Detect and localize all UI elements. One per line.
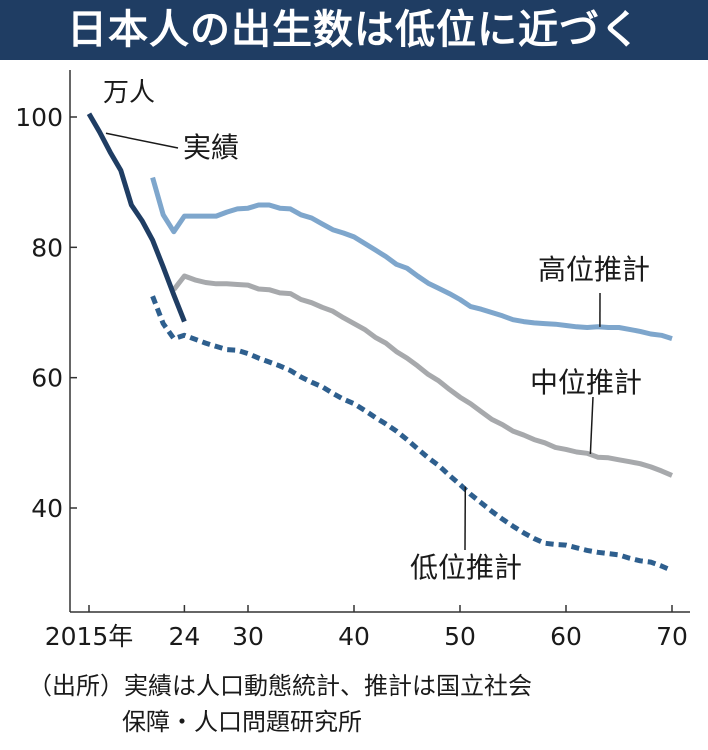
leader-line-中位推計	[589, 396, 594, 454]
series-line-実績	[86, 112, 187, 323]
series-label-低位推計: 低位推計	[410, 551, 522, 584]
y-tick-label-40: 40	[31, 494, 63, 523]
series-label-中位推計: 中位推計	[530, 366, 642, 399]
series-label-実績: 実績	[183, 131, 239, 164]
y-tick-label-60: 60	[31, 364, 63, 393]
x-tick-label-2040: 40	[338, 622, 370, 651]
title-bar	[0, 0, 708, 60]
x-tick-label-2050: 50	[444, 622, 476, 651]
x-tick-label-2024: 24	[168, 622, 200, 651]
x-tick-label-2060: 60	[550, 622, 582, 651]
series-line-低位推計	[150, 295, 673, 573]
source-line-1: （出所）実績は人口動態統計、推計は国立社会	[28, 672, 532, 700]
axes: 40 60 80 100 万人 2015年 24 30 40 50 60 70	[15, 70, 690, 651]
chart-title: 日本人の出生数は低位に近づく	[67, 7, 641, 53]
y-tick-label-80: 80	[31, 233, 63, 262]
x-tick-label-2015: 2015年	[45, 622, 134, 651]
leader-line-実績	[105, 132, 179, 149]
y-tick-label-100: 100	[15, 103, 63, 132]
source-note: （出所）実績は人口動態統計、推計は国立社会 保障・人口問題研究所	[28, 668, 532, 740]
x-tick-label-2030: 30	[232, 622, 264, 651]
series-lines	[86, 112, 673, 573]
series-line-高位推計	[150, 176, 673, 341]
chart-area: 40 60 80 100 万人 2015年 24 30 40 50 60 70 実績高位推計中位推計低…	[15, 70, 690, 651]
x-tick-label-2070: 70	[656, 622, 688, 651]
series-line-中位推計	[171, 273, 673, 478]
source-line-2: 保障・人口問題研究所	[122, 708, 362, 736]
y-unit-label: 万人	[103, 78, 155, 108]
series-label-高位推計: 高位推計	[538, 253, 650, 286]
